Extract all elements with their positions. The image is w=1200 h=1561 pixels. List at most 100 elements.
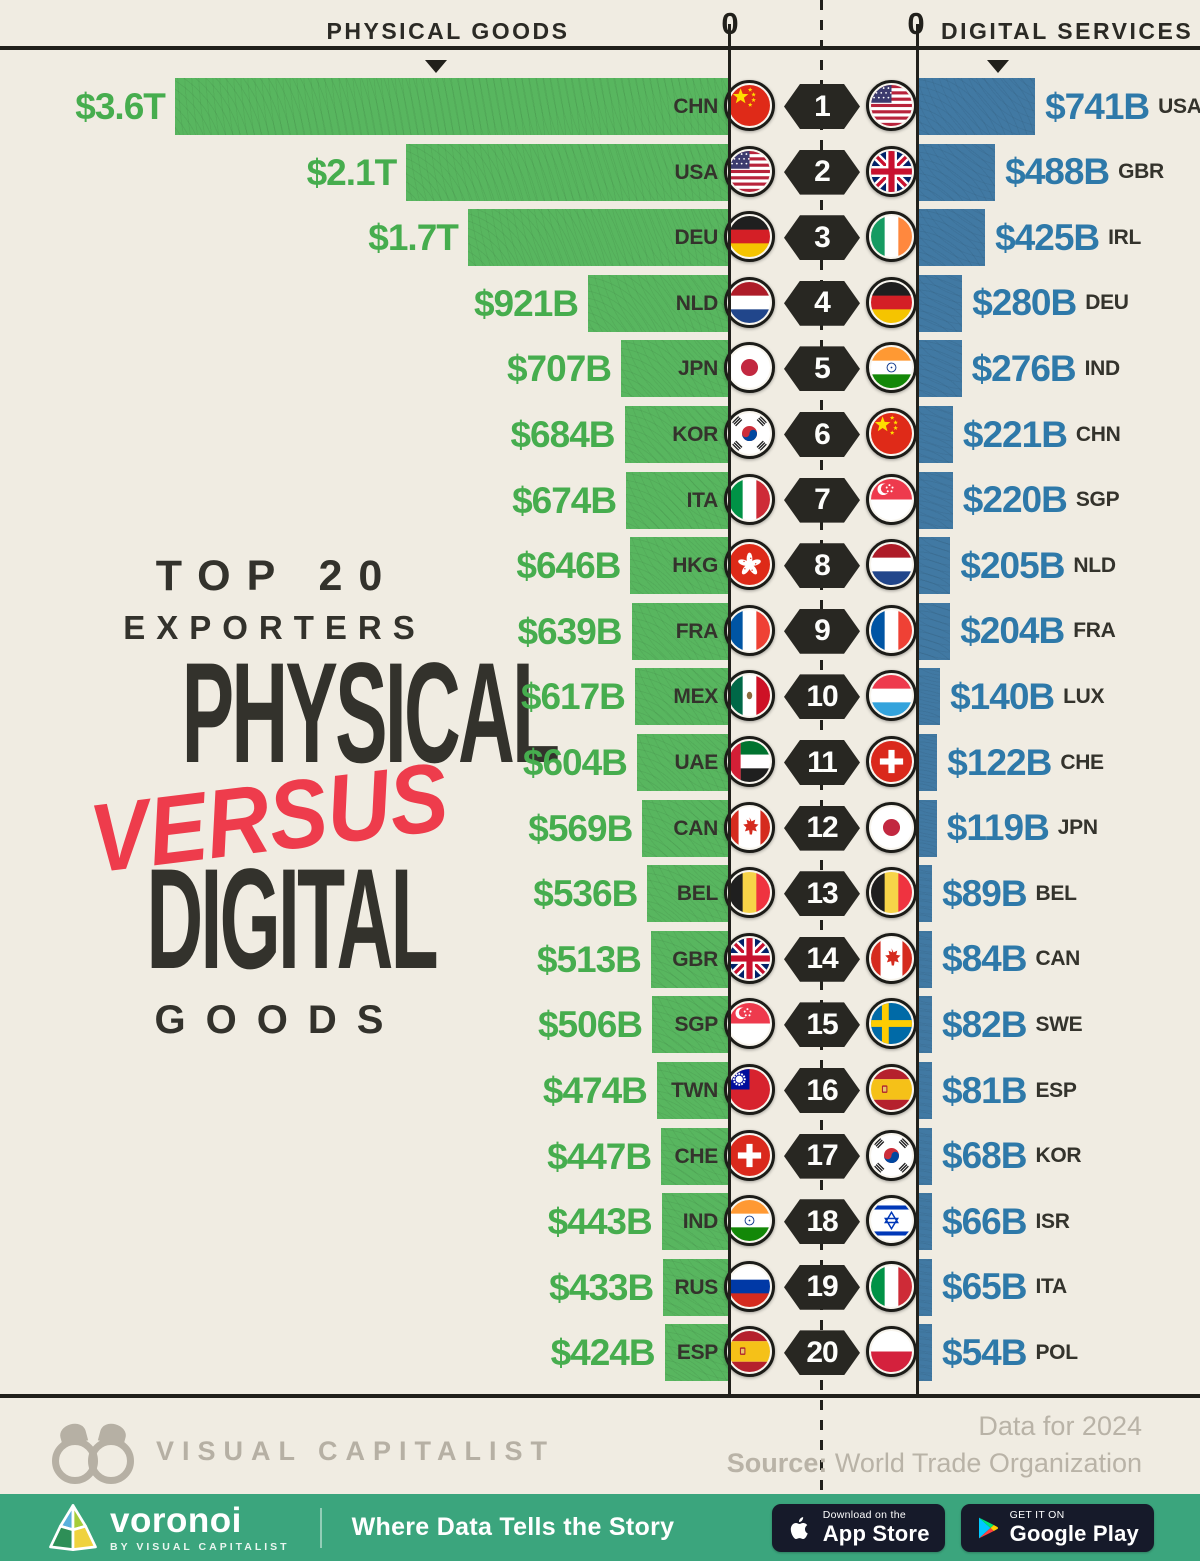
digital-value-label: $488B <box>1005 151 1110 193</box>
title-goods: GOODS <box>154 998 404 1043</box>
flag-icon-ita <box>866 1260 917 1312</box>
physical-country-code: RUS <box>674 1275 719 1299</box>
rank-row-17: $447B CHE 17 $68B KOR <box>0 1127 1200 1185</box>
physical-country-code: JPN <box>678 357 718 381</box>
rank-badge: 6 <box>784 412 860 457</box>
digital-country-code: SWE <box>1035 1012 1083 1036</box>
flag-icon-can <box>724 801 775 853</box>
digital-value-label: $66B <box>942 1200 1027 1242</box>
digital-country-code: GBR <box>1118 160 1164 184</box>
rank-badge: 14 <box>784 936 860 982</box>
physical-country-code: IND <box>682 1210 719 1234</box>
physical-value-label: $424B <box>550 1332 656 1374</box>
rank-badge: 19 <box>784 1264 860 1310</box>
app-store-badge[interactable]: Download on the App Store <box>771 1503 945 1552</box>
flag-icon-lux <box>866 670 917 722</box>
flag-icon-ita <box>724 473 775 525</box>
digital-value-label: $81B <box>942 1069 1027 1111</box>
rank-row-12: $569B CAN 12 $119B JPN <box>0 799 1200 857</box>
flag-icon-che <box>724 1129 775 1181</box>
digital-value-label: $220B <box>962 479 1068 521</box>
physical-value-label: $617B <box>520 676 626 718</box>
flag-icon-esp <box>724 1326 775 1378</box>
chart-bottom-rule <box>0 1394 1200 1398</box>
physical-bar <box>406 143 730 201</box>
digital-value-label: $65B <box>942 1266 1027 1308</box>
digital-bar <box>918 78 1036 135</box>
rank-row-2: $2.1T USA 2 $488B GBR <box>0 143 1200 201</box>
digital-value-label: $741B <box>1045 85 1150 127</box>
title-physical: PHYSICAL <box>181 634 560 793</box>
physical-country-code: USA <box>674 160 719 184</box>
flag-icon-esp <box>866 1064 917 1115</box>
digital-value-group: $221B CHN <box>963 406 1121 463</box>
down-arrow-icon <box>425 60 447 73</box>
physical-country-code: GBR <box>672 947 718 971</box>
physical-country-code: ESP <box>676 1341 718 1365</box>
title-kicker-exporters: EXPORTERS <box>123 609 426 646</box>
rank-badge: 16 <box>784 1068 860 1113</box>
physical-country-code: CAN <box>673 816 718 840</box>
flag-icon-jpn <box>724 342 775 394</box>
digital-value-label: $119B <box>946 807 1050 849</box>
voronoi-logo[interactable]: voronoi BY VISUAL CAPITALIST <box>46 1502 290 1554</box>
flag-icon-nld <box>866 539 917 591</box>
digital-bar <box>918 996 932 1054</box>
digital-value-group: $220B SGP <box>962 472 1120 529</box>
digital-country-code: ESP <box>1035 1078 1077 1102</box>
rank-badge: 12 <box>784 805 860 851</box>
flag-icon-gbr <box>724 932 775 984</box>
rank-row-8: $646B HKG 8 $205B NLD <box>0 537 1200 595</box>
flag-icon-usa <box>866 80 917 131</box>
digital-value-group: $122B CHE <box>947 734 1104 791</box>
google-play-name: Google Play <box>1009 1521 1139 1547</box>
digital-country-code: ISR <box>1035 1209 1070 1233</box>
digital-value-label: $122B <box>947 741 1052 783</box>
flag-icon-mex <box>724 670 775 722</box>
physical-bar <box>630 537 730 595</box>
physical-value-label: $2.1T <box>306 151 398 193</box>
physical-bar <box>467 209 730 267</box>
source-value: World Trade Organization <box>834 1448 1142 1478</box>
digital-value-group: $204B FRA <box>960 603 1116 660</box>
flag-icon-irl <box>866 211 917 263</box>
digital-bar <box>918 209 986 267</box>
digital-value-label: $140B <box>950 675 1055 717</box>
digital-value-group: $280B DEU <box>972 275 1129 332</box>
left-zero-axis-line <box>728 24 731 1396</box>
physical-bar <box>661 1193 730 1251</box>
digital-country-code: BEL <box>1035 881 1077 905</box>
digital-bar <box>918 1062 932 1119</box>
right-zero-axis-line <box>916 24 919 1396</box>
physical-value-label: $707B <box>506 348 612 390</box>
apple-icon <box>790 1516 808 1539</box>
digital-value-label: $82B <box>942 1003 1027 1045</box>
rank-badge: 13 <box>784 871 860 917</box>
physical-value-label: $639B <box>517 610 622 652</box>
physical-country-code: CHE <box>674 1144 719 1168</box>
title-digital: DIGITAL <box>146 840 438 1000</box>
digital-bar <box>918 340 962 398</box>
physical-bar <box>624 406 730 463</box>
voronoi-brand-band: voronoi BY VISUAL CAPITALIST Where Data … <box>0 1494 1200 1561</box>
digital-value-label: $205B <box>960 544 1065 586</box>
digital-value-group: $488B GBR <box>1005 144 1164 201</box>
flag-icon-nld <box>724 276 775 328</box>
google-play-badge[interactable]: GET IT ON Google Play <box>960 1503 1154 1552</box>
digital-value-label: $221B <box>962 413 1068 455</box>
digital-value-group: $89B BEL <box>942 865 1077 922</box>
flag-icon-hkg <box>724 539 775 591</box>
app-store-name: App Store <box>822 1521 930 1547</box>
digital-value-group: $68B KOR <box>942 1128 1082 1185</box>
flag-icon-sgp <box>724 998 775 1050</box>
digital-value-label: $68B <box>942 1135 1027 1177</box>
flag-icon-bel <box>866 867 917 919</box>
physical-bar <box>656 1062 730 1119</box>
title-kicker-top20: TOP 20 <box>155 552 399 600</box>
down-arrow-icon <box>987 60 1009 73</box>
digital-country-code: CHN <box>1075 422 1121 446</box>
digital-value-group: $741B USA <box>1045 78 1200 135</box>
flag-icon-gbr <box>866 145 917 197</box>
flag-icon-chn <box>866 408 917 459</box>
